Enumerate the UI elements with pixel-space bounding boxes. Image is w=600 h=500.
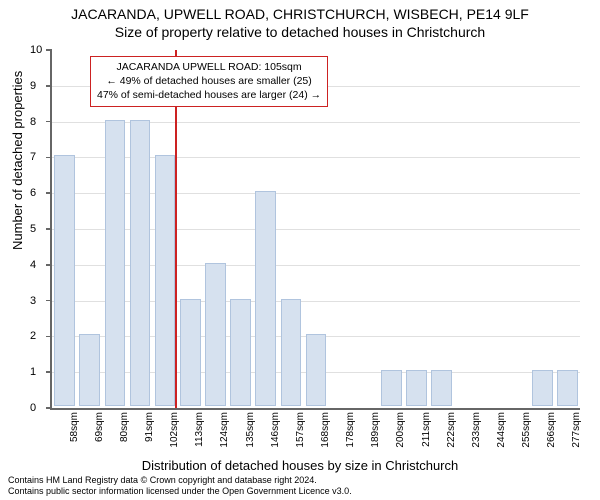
bar (205, 263, 226, 406)
bar (406, 370, 427, 406)
ytick (46, 407, 52, 409)
bar (155, 155, 176, 406)
ytick-label: 1 (30, 366, 44, 378)
ytick (46, 336, 52, 338)
ytick (46, 264, 52, 266)
xtick-label: 113sqm (194, 412, 205, 447)
bar (281, 299, 302, 406)
xtick-label: 211sqm (421, 412, 432, 447)
ytick-label: 3 (30, 295, 44, 307)
ytick (46, 371, 52, 373)
ytick-label: 5 (30, 223, 44, 235)
bar (306, 334, 327, 406)
ytick (46, 192, 52, 194)
bar (54, 155, 75, 406)
ytick-label: 7 (30, 151, 44, 163)
xtick-label: 244sqm (496, 412, 507, 448)
bar (130, 120, 151, 406)
ytick-label: 4 (30, 259, 44, 271)
y-axis-label: Number of detached properties (10, 71, 25, 250)
ytick (46, 49, 52, 51)
xtick-label: 80sqm (119, 412, 130, 442)
annotation-box: JACARANDA UPWELL ROAD: 105sqm ← 49% of d… (90, 56, 328, 107)
xtick-label: 168sqm (320, 412, 331, 448)
xtick-label: 135sqm (245, 412, 256, 448)
ytick-label: 8 (30, 116, 44, 128)
xtick-label: 124sqm (219, 412, 230, 448)
histogram-chart: 01234567891058sqm69sqm80sqm91sqm102sqm11… (50, 50, 580, 410)
title-sub: Size of property relative to detached ho… (0, 22, 600, 40)
xtick-label: 222sqm (446, 412, 457, 448)
xtick-label: 277sqm (571, 412, 582, 448)
x-axis-label: Distribution of detached houses by size … (0, 458, 600, 473)
xtick-label: 178sqm (345, 412, 356, 448)
bar (255, 191, 276, 406)
bar (105, 120, 126, 406)
footer-line2: Contains public sector information licen… (8, 486, 352, 498)
bar (79, 334, 100, 406)
xtick-label: 189sqm (370, 412, 381, 448)
xtick-label: 200sqm (395, 412, 406, 448)
ytick-label: 10 (30, 44, 44, 56)
bar (431, 370, 452, 406)
xtick-label: 58sqm (69, 412, 80, 442)
ytick-label: 0 (30, 402, 44, 414)
xtick-label: 157sqm (295, 412, 306, 448)
footer: Contains HM Land Registry data © Crown c… (8, 475, 352, 498)
annotation-line1: JACARANDA UPWELL ROAD: 105sqm (97, 60, 321, 74)
ytick (46, 121, 52, 123)
xtick-label: 69sqm (94, 412, 105, 442)
annotation-line3: 47% of semi-detached houses are larger (… (97, 88, 321, 102)
ytick-label: 2 (30, 330, 44, 342)
annotation-line2: ← 49% of detached houses are smaller (25… (97, 74, 321, 88)
bar (230, 299, 251, 406)
xtick-label: 233sqm (471, 412, 482, 448)
xtick-label: 146sqm (270, 412, 281, 448)
bar (381, 370, 402, 406)
xtick-label: 102sqm (169, 412, 180, 448)
xtick-label: 91sqm (144, 412, 155, 442)
bar (557, 370, 578, 406)
footer-line1: Contains HM Land Registry data © Crown c… (8, 475, 352, 487)
ytick (46, 85, 52, 87)
ytick-label: 6 (30, 187, 44, 199)
bar (532, 370, 553, 406)
ytick (46, 228, 52, 230)
xtick-label: 255sqm (521, 412, 532, 448)
ytick (46, 300, 52, 302)
bar (180, 299, 201, 406)
ytick (46, 157, 52, 159)
xtick-label: 266sqm (546, 412, 557, 448)
title-main: JACARANDA, UPWELL ROAD, CHRISTCHURCH, WI… (0, 0, 600, 22)
ytick-label: 9 (30, 80, 44, 92)
